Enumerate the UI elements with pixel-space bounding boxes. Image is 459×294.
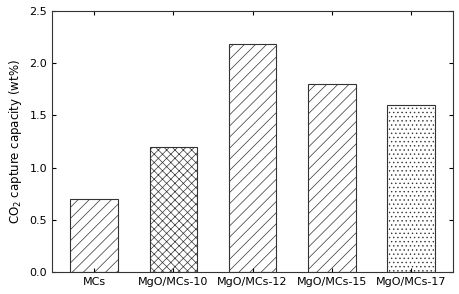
Bar — [149, 147, 197, 272]
Bar — [228, 44, 276, 272]
Bar — [308, 84, 355, 272]
Y-axis label: CO$_2$ capture capacity (wt%): CO$_2$ capture capacity (wt%) — [7, 59, 24, 224]
Bar — [386, 105, 434, 272]
Bar — [70, 199, 118, 272]
